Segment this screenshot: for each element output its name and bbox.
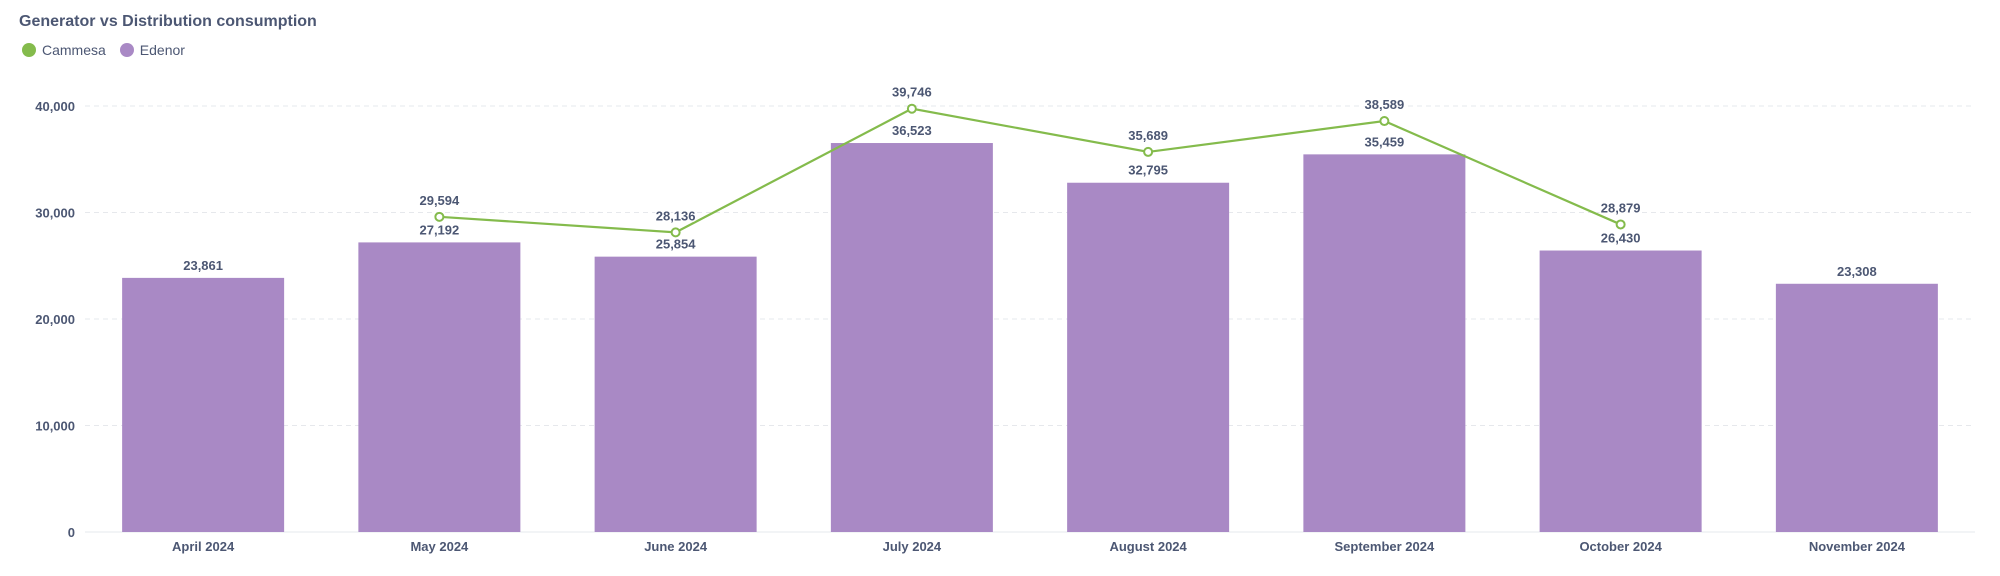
legend-label-cammesa: Cammesa	[42, 42, 106, 58]
point-cammesa[interactable]	[1379, 116, 1390, 127]
legend-item-cammesa[interactable]: Cammesa	[22, 42, 106, 58]
y-tick-label: 20,000	[35, 312, 75, 327]
bar-edenor[interactable]	[1539, 250, 1702, 532]
x-tick-label: July 2024	[883, 539, 942, 554]
legend-dot-edenor	[119, 43, 134, 57]
data-label-edenor: 25,854	[656, 237, 697, 252]
data-label-cammesa: 29,594	[419, 193, 460, 208]
chart-title: Generator vs Distribution consumption	[19, 13, 317, 30]
data-label-edenor: 26,430	[1601, 231, 1641, 246]
data-label-edenor: 35,459	[1364, 134, 1404, 149]
bar-edenor[interactable]	[1067, 182, 1230, 532]
y-tick-label: 10,000	[35, 419, 75, 434]
data-label-edenor: 23,861	[183, 258, 223, 273]
data-label-cammesa: 38,589	[1364, 97, 1404, 112]
legend-label-edenor: Edenor	[139, 42, 185, 58]
data-label-edenor: 36,523	[892, 123, 932, 138]
x-tick-label: April 2024	[172, 539, 235, 554]
bar-edenor[interactable]	[122, 277, 285, 532]
point-cammesa[interactable]	[434, 211, 445, 222]
point-cammesa[interactable]	[670, 227, 681, 238]
y-tick-label: 40,000	[35, 99, 75, 114]
point-cammesa[interactable]	[906, 103, 917, 114]
legend-item-edenor[interactable]: Edenor	[119, 42, 185, 58]
y-tick-label: 30,000	[35, 206, 75, 221]
data-label-edenor: 23,308	[1837, 264, 1877, 279]
data-label-cammesa: 35,689	[1128, 128, 1168, 143]
point-cammesa[interactable]	[1615, 219, 1626, 230]
x-tick-label: September 2024	[1335, 539, 1435, 554]
x-tick-label: October 2024	[1579, 539, 1662, 554]
data-label-edenor: 27,192	[419, 222, 459, 237]
data-label-cammesa: 28,879	[1601, 200, 1641, 215]
x-tick-label: June 2024	[644, 539, 708, 554]
bar-edenor[interactable]	[358, 242, 521, 532]
bar-edenor[interactable]	[1303, 154, 1466, 533]
bar-edenor[interactable]	[1775, 283, 1938, 532]
legend: Cammesa Edenor	[22, 42, 185, 58]
y-tick-label: 0	[68, 525, 75, 540]
x-tick-label: November 2024	[1809, 539, 1906, 554]
x-tick-label: August 2024	[1109, 539, 1187, 554]
point-cammesa[interactable]	[1143, 146, 1154, 157]
bar-edenor[interactable]	[830, 143, 993, 533]
line-cammesa	[439, 107, 1622, 234]
bar-edenor[interactable]	[594, 256, 757, 532]
x-tick-label: May 2024	[410, 539, 469, 554]
data-label-edenor: 32,795	[1128, 163, 1168, 178]
data-label-cammesa: 28,136	[656, 208, 696, 223]
legend-dot-cammesa	[22, 43, 36, 57]
data-label-cammesa: 39,746	[892, 85, 932, 100]
